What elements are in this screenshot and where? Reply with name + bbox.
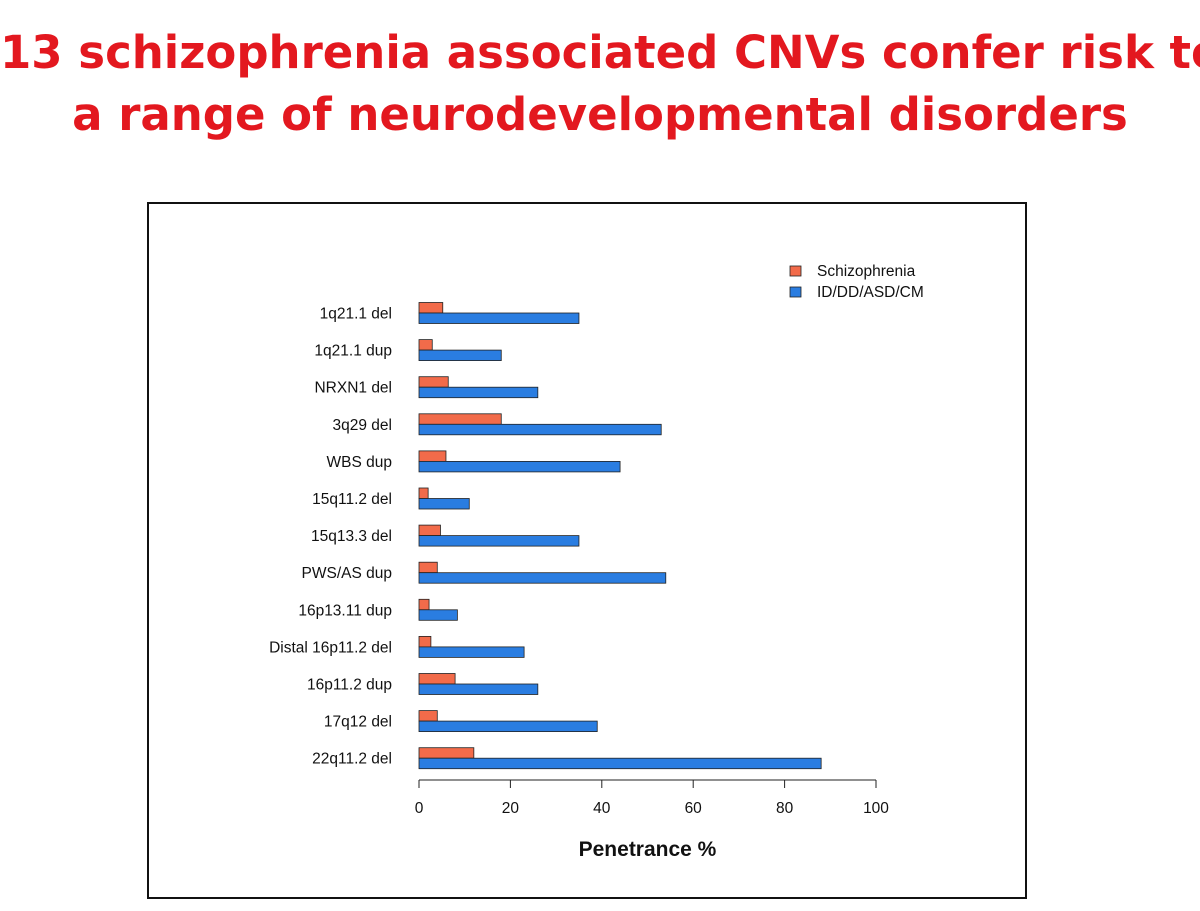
category-label: PWS/AS dup: [302, 565, 392, 582]
bar-id-dd-asd-cm-3: [418, 386, 539, 399]
x-tick-label: 80: [776, 800, 794, 817]
bar-id-dd-asd-cm-4: [418, 423, 662, 436]
bar-id-dd-asd-cm-1: [418, 312, 580, 324]
bar-schizophrenia-13: [418, 747, 475, 759]
bar-id-dd-asd-cm-7: [418, 535, 580, 547]
bar-schizophrenia-1: [418, 302, 444, 314]
bar-schizophrenia-10: [418, 635, 432, 648]
slide-title: 13 schizophrenia associated CNVs confer …: [0, 22, 1200, 146]
category-label: Distal 16p11.2 del: [269, 639, 392, 656]
bar-id-dd-asd-cm-8: [418, 572, 667, 584]
x-tick-label: 40: [593, 800, 611, 817]
x-tick-label: 60: [685, 800, 703, 817]
legend-swatch-schizophrenia: [789, 265, 802, 277]
bar-schizophrenia-8: [418, 561, 438, 574]
category-label: 3q29 del: [333, 417, 392, 434]
category-label: 15q13.3 del: [311, 528, 392, 545]
category-label: 16p13.11 dup: [298, 602, 392, 619]
x-tick-label: 0: [415, 800, 424, 817]
category-label: 16p11.2 dup: [307, 677, 392, 694]
bar-schizophrenia-9: [418, 598, 430, 611]
bar-schizophrenia-5: [418, 450, 447, 462]
x-tick-label: 100: [863, 800, 889, 817]
legend-swatch-id-dd-asd-cm: [789, 286, 802, 298]
category-label: 1q21.1 dup: [314, 343, 392, 360]
bar-id-dd-asd-cm-5: [418, 460, 621, 473]
slide-title-line-2: a range of neurodevelopmental disorders: [72, 88, 1128, 141]
category-label: 1q21.1 del: [320, 306, 392, 323]
bar-schizophrenia-3: [418, 376, 449, 388]
category-label: NRXN1 del: [314, 380, 392, 397]
bar-id-dd-asd-cm-12: [418, 720, 598, 732]
bar-schizophrenia-7: [418, 524, 441, 537]
bar-schizophrenia-12: [418, 710, 438, 722]
bar-id-dd-asd-cm-13: [418, 757, 822, 770]
category-label: 17q12 del: [324, 714, 392, 731]
legend-label-schizophrenia: Schizophrenia: [817, 263, 916, 280]
legend-label-id-dd-asd-cm: ID/DD/ASD/CM: [817, 284, 924, 301]
bar-schizophrenia-11: [418, 673, 456, 685]
bar-schizophrenia-2: [418, 339, 433, 351]
bar-schizophrenia-4: [418, 413, 502, 425]
category-label: 15q11.2 del: [312, 491, 392, 508]
x-tick-label: 20: [502, 800, 520, 817]
bar-id-dd-asd-cm-11: [418, 683, 539, 695]
bar-id-dd-asd-cm-10: [418, 646, 525, 658]
slide-title-line-1: 13 schizophrenia associated CNVs confer …: [0, 26, 1200, 79]
bar-id-dd-asd-cm-2: [418, 349, 502, 362]
bar-chart: 1q21.1 del 1q21.1 dup NRXN1 del 3q29 del WBS…: [269, 263, 924, 861]
bar-id-dd-asd-cm-9: [418, 609, 458, 621]
x-axis-title: Penetrance %: [579, 838, 717, 861]
category-label: 22q11.2 del: [312, 751, 392, 768]
category-label: WBS dup: [327, 454, 392, 471]
bar-schizophrenia-6: [418, 487, 429, 499]
bar-id-dd-asd-cm-6: [418, 498, 470, 510]
chart-frame: 1q21.1 del 1q21.1 dup NRXN1 del 3q29 del WBS…: [147, 202, 1027, 899]
